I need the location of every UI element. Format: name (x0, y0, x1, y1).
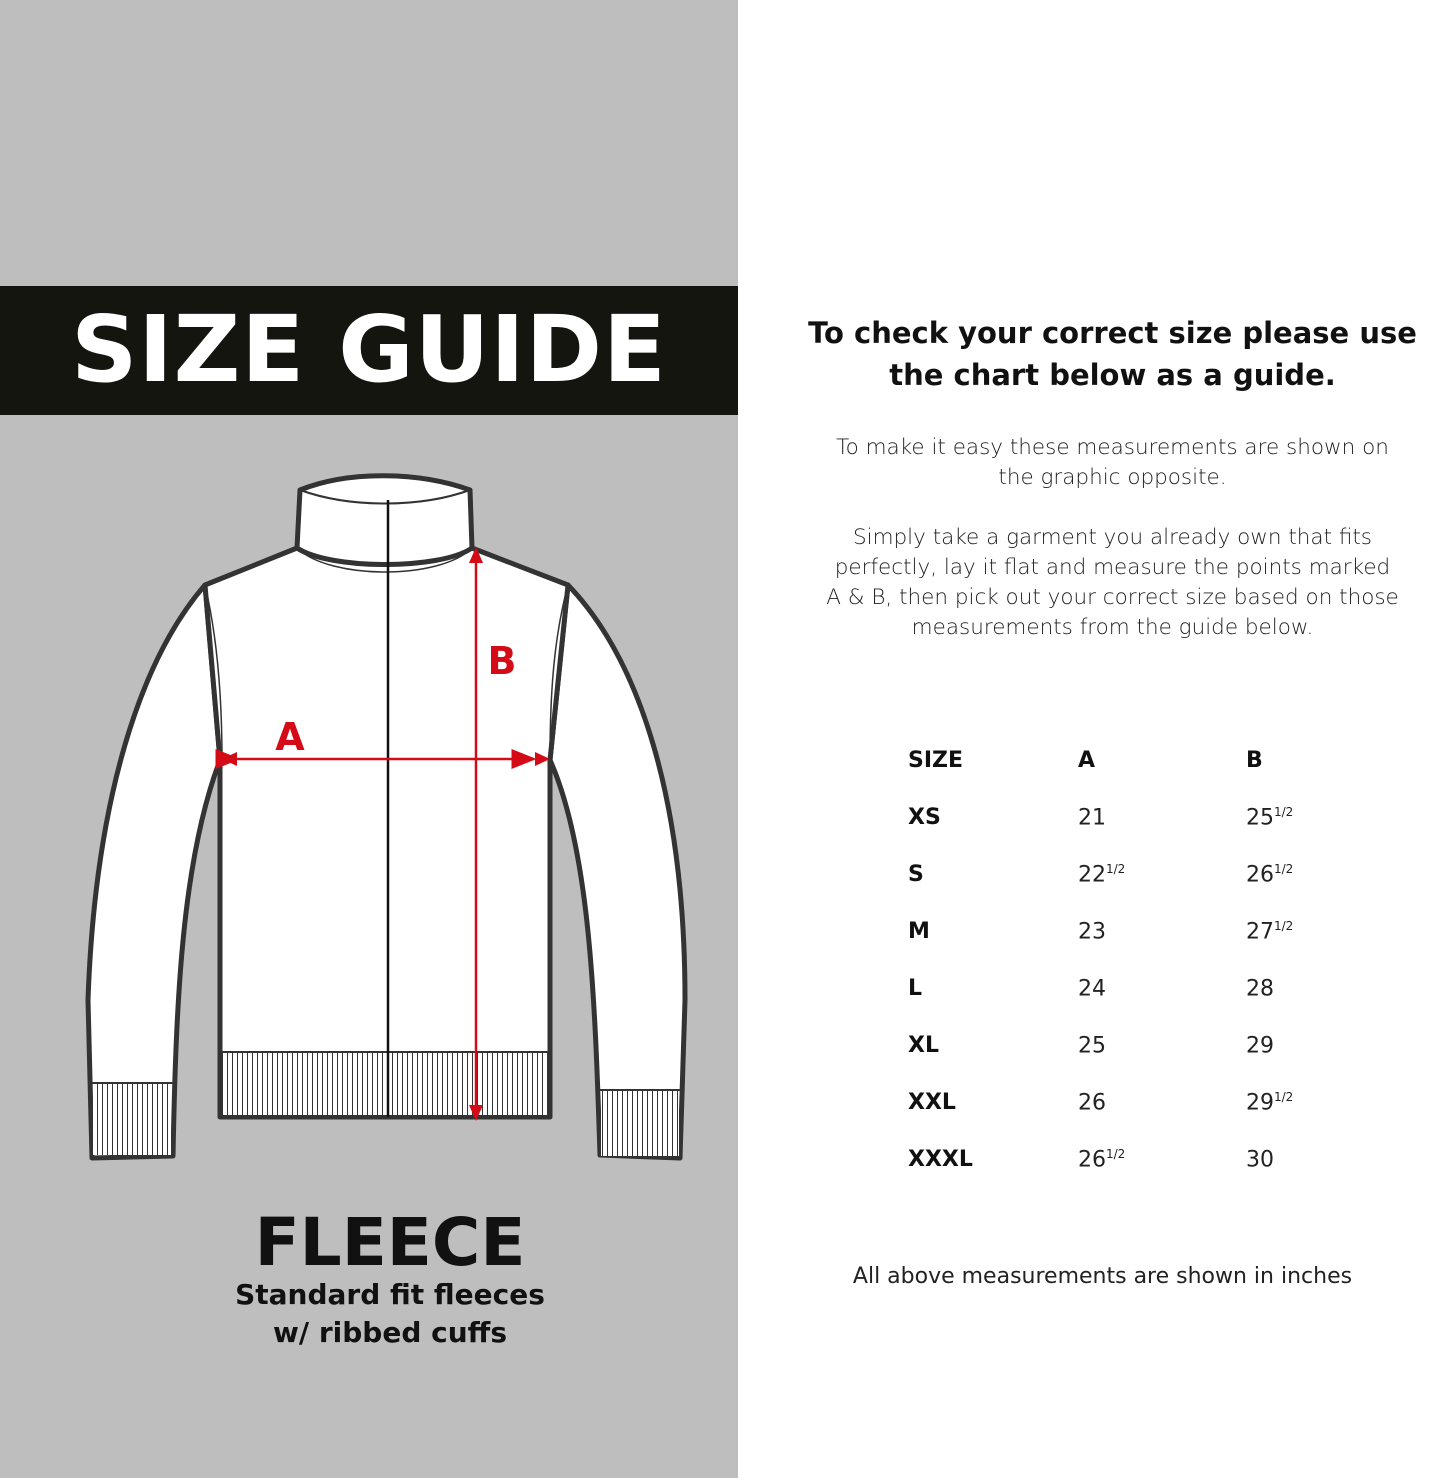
size-cell: XXXL (908, 1147, 973, 1172)
instructions-heading: To check your correct size please use th… (790, 312, 1435, 396)
para-line: A & B, then pick out your correct size b… (826, 585, 1399, 610)
left-cuff (93, 1084, 171, 1155)
table-row: L 24 28 (900, 960, 1293, 1017)
a-cell: 21 (1078, 805, 1106, 831)
heading-line: To check your correct size please use (808, 316, 1417, 350)
table-row: M 23 271/2 (900, 903, 1293, 960)
a-cell: 25 (1078, 1033, 1106, 1059)
product-subtitle-1: Standard fit fleeces (235, 1278, 545, 1311)
instructions-paragraph-2: Simply take a garment you already own th… (790, 523, 1435, 643)
para-line: perfectly, lay it flat and measure the p… (834, 555, 1391, 580)
size-cell: XL (908, 1033, 939, 1058)
size-cell: S (908, 862, 924, 887)
b-cell: 271/2 (1246, 918, 1294, 945)
jacket-diagram: A B (85, 473, 688, 1161)
size-cell: XXL (908, 1090, 956, 1115)
header-size: SIZE (908, 748, 964, 773)
table-row: XS 21 251/2 (900, 789, 1293, 846)
a-cell: 26 (1078, 1090, 1106, 1116)
b-cell: 261/2 (1246, 861, 1294, 888)
table-row: S 221/2 261/2 (900, 846, 1293, 903)
table-row: XXL 26 291/2 (900, 1074, 1293, 1131)
label-b: B (488, 639, 517, 683)
para-line: Simply take a garment you already own th… (852, 525, 1373, 550)
heading-line: the chart below as a guide. (889, 358, 1336, 392)
page-title: SIZE GUIDE (71, 296, 667, 403)
b-cell: 30 (1246, 1147, 1274, 1173)
para-line: the graphic opposite. (998, 465, 1227, 490)
right-cuff (601, 1091, 679, 1156)
header-a: A (1078, 748, 1096, 773)
a-cell: 24 (1078, 976, 1106, 1002)
label-a: A (275, 715, 305, 759)
b-cell: 251/2 (1246, 804, 1294, 831)
table-row: XL 25 29 (900, 1017, 1293, 1074)
units-note: All above measurements are shown in inch… (852, 1264, 1353, 1289)
size-cell: XS (908, 805, 941, 830)
a-cell: 221/2 (1078, 861, 1126, 888)
header-b: B (1246, 748, 1263, 773)
size-cell: M (908, 919, 930, 944)
size-cell: L (908, 976, 923, 1001)
a-cell: 261/2 (1078, 1146, 1126, 1173)
product-subtitle-2: w/ ribbed cuffs (273, 1316, 507, 1349)
table-row: XXXL 261/2 30 (900, 1131, 1293, 1188)
para-line: To make it easy these measurements are s… (836, 435, 1389, 460)
b-cell: 28 (1246, 976, 1274, 1002)
b-cell: 29 (1246, 1033, 1274, 1059)
para-line: measurements from the guide below. (911, 615, 1314, 640)
product-title: FLEECE (254, 1204, 526, 1281)
table-header-row: SIZE A B (900, 732, 1293, 789)
instructions-paragraph-1: To make it easy these measurements are s… (790, 433, 1435, 493)
ribbed-hem (222, 1052, 548, 1115)
size-table: SIZE A B XS 21 251/2 S 221/2 261/2 M 23 271/2 L 24… (900, 732, 1293, 1188)
b-cell: 291/2 (1246, 1089, 1294, 1116)
title-band (0, 286, 738, 415)
a-cell: 23 (1078, 919, 1106, 945)
